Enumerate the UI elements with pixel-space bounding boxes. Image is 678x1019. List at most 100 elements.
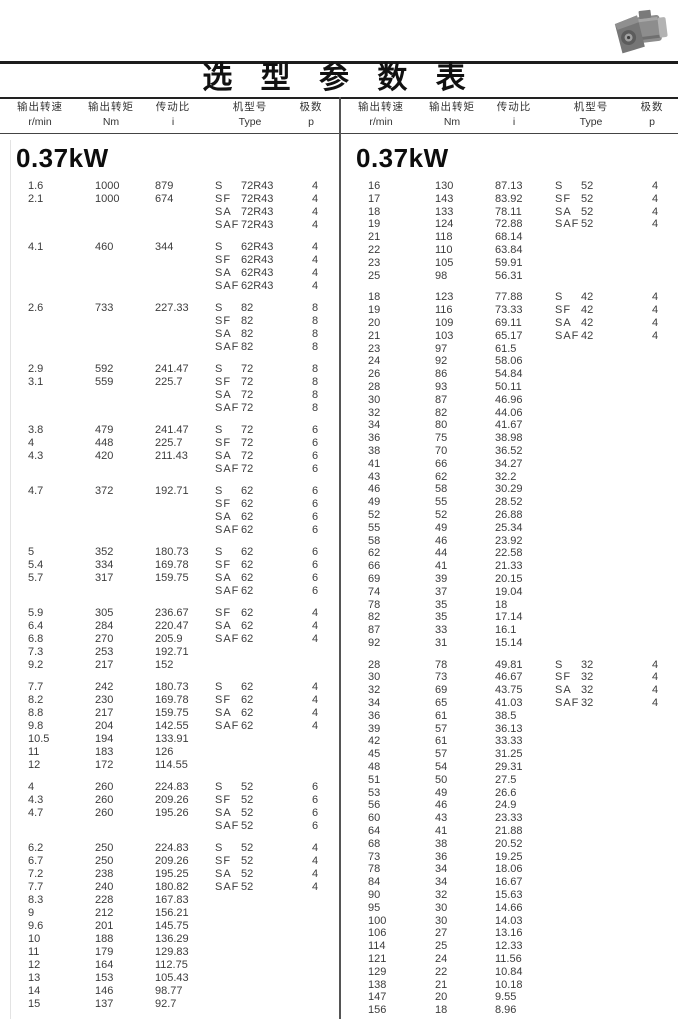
table-row: 5.9 305 236.67 SF 62 4	[12, 607, 339, 620]
table-row: 78 35 18	[352, 599, 678, 612]
torque-cell: 57	[435, 748, 448, 761]
poles-cell	[652, 368, 678, 381]
table-row: 13 153 105.43	[12, 972, 339, 985]
type-size-cell: 52	[241, 842, 254, 854]
column-header-r-min: 输出转速 r/min	[0, 100, 80, 132]
torque-cell	[95, 206, 155, 219]
poles-cell: 4	[312, 694, 319, 706]
type-size-cell	[581, 611, 652, 624]
speed-cell	[28, 341, 95, 354]
speed-cell: 121	[368, 953, 387, 966]
table-row: 2.6 733 227.33 S 82 8	[12, 302, 339, 315]
ratio-cell: 10.18	[495, 978, 523, 991]
type-prefix-cell: SF	[555, 192, 572, 205]
speed-cell: 4.1	[28, 241, 44, 253]
table-row: 10 188 136.29	[12, 933, 339, 946]
torque-cell: 43	[435, 812, 448, 825]
torque-cell: 46	[435, 534, 448, 547]
type-size-cell: 52	[241, 807, 254, 819]
speed-cell: 24	[368, 355, 381, 368]
poles-cell: 4	[312, 855, 319, 867]
poles-cell	[312, 733, 338, 746]
type-size-cell	[581, 560, 652, 573]
poles-cell: 6	[312, 820, 319, 832]
torque-cell: 118	[435, 231, 453, 244]
speed-cell: 8.2	[28, 694, 44, 706]
torque-cell: 66	[435, 457, 448, 470]
column-header-unit: i	[512, 116, 516, 128]
type-prefix-cell: S	[215, 842, 224, 854]
table-row: 92 31 15.14	[352, 637, 678, 650]
type-prefix-cell: S	[215, 681, 224, 693]
type-size-cell: 62	[241, 707, 254, 719]
speed-cell: 66	[368, 560, 381, 573]
type-prefix-cell	[555, 889, 581, 902]
type-size-cell: 32	[581, 671, 594, 684]
type-prefix-cell	[555, 927, 581, 940]
poles-cell: 6	[312, 485, 319, 497]
ratio-cell: 180.82	[155, 881, 189, 893]
speed-cell: 10	[28, 933, 41, 945]
torque-cell: 35	[435, 611, 448, 624]
type-prefix-cell	[555, 471, 581, 484]
ratio-cell	[155, 585, 215, 598]
speed-cell	[28, 267, 95, 280]
type-prefix-cell	[555, 560, 581, 573]
speed-cell	[28, 280, 95, 293]
type-size-cell: 62	[241, 720, 254, 732]
ratio-cell: 13.16	[495, 927, 523, 940]
table-row: 23 97 61.5	[352, 343, 678, 356]
ratio-cell: 10.84	[495, 965, 523, 978]
poles-cell: 4	[652, 304, 659, 317]
torque-cell: 25	[435, 940, 448, 953]
table-header-right: 输出转速 r/min 输出转矩 Nm 传动比 i 机型号 Type 极数 p	[341, 100, 667, 132]
speed-cell: 36	[368, 432, 381, 445]
poles-cell: 4	[312, 219, 319, 231]
type-prefix-cell: S	[215, 302, 224, 314]
type-size-cell	[241, 646, 312, 659]
table-row: 3.1 559 225.7 SF 72 8	[12, 376, 339, 389]
type-size-cell	[581, 231, 652, 244]
poles-cell: 8	[312, 389, 319, 401]
type-size-cell: 62R43	[241, 267, 274, 279]
type-prefix-cell: SAF	[555, 329, 580, 342]
table-block: 4 260 224.83 S 52 6 4.3 260 209.26 SF 52 6 4.7 260 195…	[12, 781, 339, 833]
torque-cell: 80	[435, 419, 448, 432]
type-size-cell	[581, 522, 652, 535]
ratio-cell	[155, 341, 215, 354]
table-row: 84 34 16.67	[352, 876, 678, 889]
poles-cell: 4	[312, 267, 319, 279]
torque-cell: 183	[95, 746, 114, 758]
type-prefix-cell	[555, 407, 581, 420]
type-prefix-cell: SF	[215, 498, 232, 510]
table-row: 10.5 194 133.91	[12, 733, 339, 746]
poles-cell: 4	[312, 241, 319, 253]
speed-cell: 87	[368, 624, 381, 637]
column-header-unit: r/min	[28, 116, 52, 128]
type-size-cell	[581, 394, 652, 407]
ratio-cell: 344	[155, 241, 174, 253]
type-prefix-cell: S	[215, 180, 224, 192]
table-row: 9.6 201 145.75	[12, 920, 339, 933]
speed-cell	[28, 585, 95, 598]
type-size-cell: 52	[241, 794, 254, 806]
speed-cell	[28, 254, 95, 267]
ratio-cell: 38.5	[495, 709, 517, 722]
poles-cell	[652, 799, 678, 812]
poles-cell	[652, 599, 678, 612]
ratio-cell	[155, 498, 215, 511]
ratio-cell: 152	[155, 659, 174, 671]
poles-cell	[652, 966, 678, 979]
torque-cell: 34	[435, 876, 448, 889]
ratio-cell: 14.03	[495, 914, 523, 927]
ratio-cell: 114.55	[155, 759, 188, 771]
table-row: 5.7 317 159.75 SA 62 6	[12, 572, 339, 585]
type-size-cell: 72	[241, 463, 254, 475]
table-row: SAF 82 8	[12, 341, 339, 354]
poles-cell	[652, 940, 678, 953]
poles-cell	[652, 851, 678, 864]
poles-cell: 4	[312, 620, 319, 632]
torque-cell: 39	[435, 572, 448, 585]
poles-cell	[652, 458, 678, 471]
type-size-cell	[581, 915, 652, 928]
